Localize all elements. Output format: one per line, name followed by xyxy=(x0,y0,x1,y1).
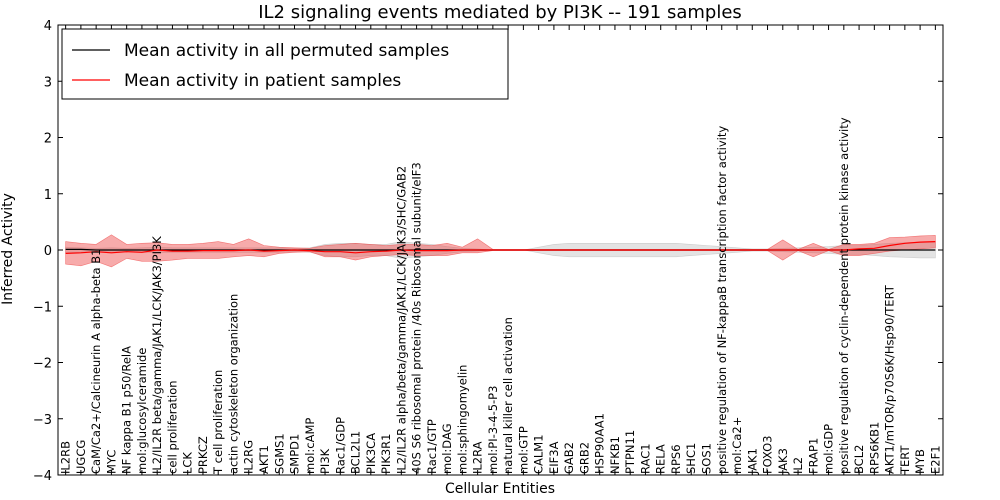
category-label: mol:DAG xyxy=(440,423,454,474)
category-label: GAB2 xyxy=(562,442,576,474)
category-label: LCK xyxy=(181,452,195,474)
y-tick-label: 3 xyxy=(44,75,52,90)
category-label: SOS1 xyxy=(700,443,714,474)
category-label: actin cytoskeleton organization xyxy=(227,294,241,474)
category-label: PRKCZ xyxy=(196,436,210,474)
category-label: RPS6 xyxy=(669,444,683,474)
x-axis-label: Cellular Entities xyxy=(445,481,555,497)
category-label: positive regulation of NF-kappaB transcr… xyxy=(715,126,729,474)
y-tick-label: 4 xyxy=(44,19,52,34)
category-label: BCL2 xyxy=(852,445,866,474)
category-label: PIK3CA xyxy=(364,433,378,474)
legend: Mean activity in all permuted samples Me… xyxy=(61,28,509,100)
y-axis-label: Inferred Activity xyxy=(0,193,16,305)
plot-frame xyxy=(57,24,944,476)
y-tick-label: 2 xyxy=(44,132,52,147)
y-tick-label: −1 xyxy=(33,300,52,315)
category-label: Rac1/GDP xyxy=(333,417,347,474)
category-label: CaM/Ca2+/Calcineurin A alpha-beta B1 xyxy=(89,249,103,474)
category-label: CALM1 xyxy=(532,434,546,474)
category-label: RELA xyxy=(654,444,668,474)
y-axis-label-group: Inferred Activity xyxy=(0,193,16,305)
category-label: AKT1 xyxy=(257,445,271,474)
category-label: mol:GDP xyxy=(822,424,836,474)
category-label: IL2RB xyxy=(59,441,73,474)
category-label: mol:glucosylceramide xyxy=(135,348,149,474)
category-label: IL2RA xyxy=(471,441,485,474)
category-label: SHC1 xyxy=(684,443,698,474)
category-label: HSP90AA1 xyxy=(593,413,607,474)
chart-title: IL2 signaling events mediated by PI3K --… xyxy=(258,2,742,23)
y-ticks-group: −4 −3 −2 −1 0 1 2 3 4 xyxy=(33,19,943,484)
legend-label-permuted: Mean activity in all permuted samples xyxy=(124,41,449,61)
category-label: 40S S6 ribosomal protein /40s Ribosomal … xyxy=(410,162,424,474)
category-label: GRB2 xyxy=(577,442,591,474)
patient-mean-line xyxy=(65,241,936,254)
category-label: FRAP1 xyxy=(806,438,820,474)
category-label: MYB xyxy=(913,449,927,474)
category-label: SGMS1 xyxy=(272,433,286,474)
category-label: mol:sphingomyelin xyxy=(455,365,469,474)
x-ticks-group xyxy=(65,25,936,475)
category-label: AKT1/mTOR/p70S6K/Hsp90/TERT xyxy=(883,284,897,474)
y-tick-label: 0 xyxy=(44,244,52,259)
category-label: IL2RG xyxy=(242,440,256,474)
category-label: NFKB1 xyxy=(608,436,622,474)
category-label: UGCG xyxy=(74,440,88,474)
category-label: natural killer cell activation xyxy=(501,317,515,474)
y-tick-label: 1 xyxy=(44,188,52,203)
category-label: positive regulation of cyclin-dependent … xyxy=(837,117,851,474)
category-label: PI3K xyxy=(318,448,332,474)
series-lines-group xyxy=(65,241,936,254)
category-label: NF kappa B1 p50/RelA xyxy=(120,346,134,474)
category-label: RAC1 xyxy=(639,443,653,474)
category-label: JAK1 xyxy=(745,448,759,475)
category-label: IL2 xyxy=(791,457,805,474)
category-label: Rac1/GTP xyxy=(425,419,439,474)
category-label: PTPN11 xyxy=(623,430,637,474)
category-label: mol:Ca2+ xyxy=(730,417,744,474)
category-label: TERT xyxy=(898,445,912,475)
category-label: FOXO3 xyxy=(761,436,775,474)
category-label: EIF3A xyxy=(547,441,561,474)
y-tick-label: −2 xyxy=(33,357,52,372)
category-label: cell proliferation xyxy=(165,380,179,474)
category-label: mol:PI-3-4-5-P3 xyxy=(486,386,500,474)
category-label: mol:GTP xyxy=(516,426,530,474)
category-label: SMPD1 xyxy=(288,434,302,474)
category-label: mol:cAMP xyxy=(303,418,317,474)
category-label: T cell proliferation xyxy=(211,370,225,475)
y-tick-label: −3 xyxy=(33,413,52,428)
category-label: MYC xyxy=(104,450,118,474)
category-labels-group: IL2RB UGCG CaM/Ca2+/Calcineurin A alpha-be… xyxy=(59,117,943,475)
y-tick-label: −4 xyxy=(33,469,52,484)
category-label: IL2/IL2R alpha/beta/gamma/JAK1/LCK/JAK3/… xyxy=(394,166,408,474)
legend-box xyxy=(61,28,509,100)
legend-label-patient: Mean activity in patient samples xyxy=(124,71,401,91)
category-label: PIK3R1 xyxy=(379,434,393,475)
category-label: BCL2L1 xyxy=(349,431,363,474)
category-label: E2F1 xyxy=(928,445,942,474)
category-label: RPS6KB1 xyxy=(867,422,881,474)
category-label: JAK3 xyxy=(776,448,790,475)
category-label: IL2/IL2R beta/gamma/JAK1/LCK/JAK3/PI3K xyxy=(150,236,164,474)
